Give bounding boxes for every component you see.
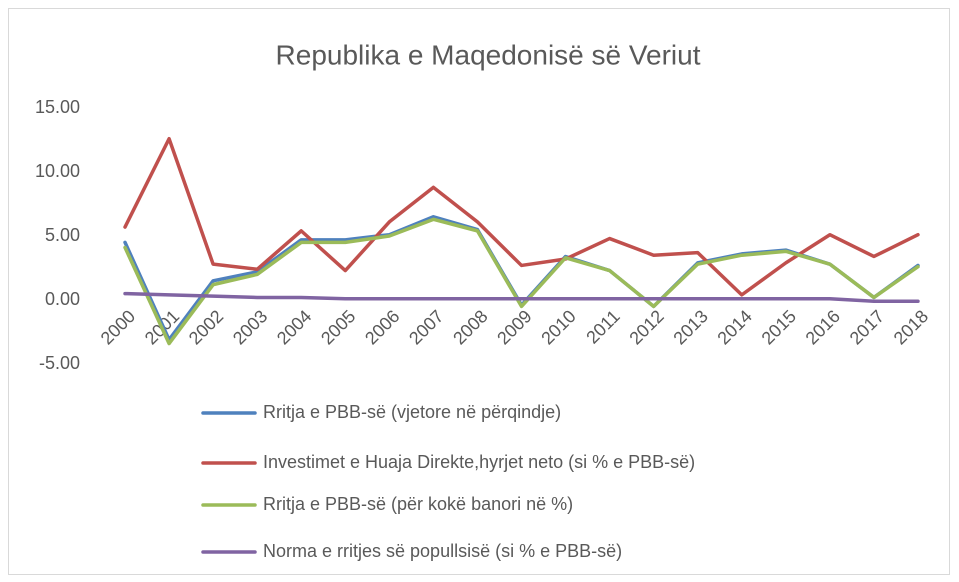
y-tick-label: -5.00 [39, 353, 80, 373]
legend-label: Rritja e PBB-së (për kokë banori në %) [263, 494, 573, 514]
series-line [123, 217, 920, 346]
series-line [123, 136, 920, 297]
y-tick-label: 5.00 [45, 225, 80, 245]
y-tick-label: 0.00 [45, 289, 80, 309]
y-tick-label: 15.00 [35, 97, 80, 117]
series-line [123, 291, 920, 304]
legend-label: Investimet e Huaja Direkte,hyrjet neto (… [263, 452, 695, 472]
legend-label: Norma e rritjes së popullsisë (si % e PB… [263, 541, 622, 561]
chart-title: Republika e Maqedonisë së Veriut [276, 39, 701, 70]
legend-label: Rritja e PBB-së (vjetore në përqindje) [263, 402, 561, 422]
y-tick-label: 10.00 [35, 161, 80, 181]
chart-frame [8, 8, 950, 575]
